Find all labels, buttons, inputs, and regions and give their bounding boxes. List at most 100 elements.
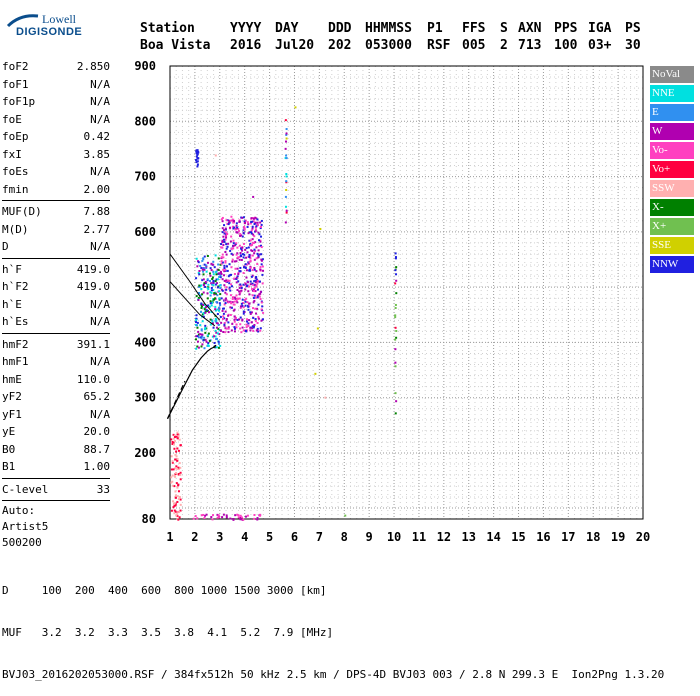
echo-point [394, 361, 397, 364]
echo-point [214, 329, 217, 332]
echo-point [218, 302, 221, 305]
echo-point [251, 307, 254, 310]
echo-point [394, 306, 397, 309]
echo-point [239, 305, 242, 308]
echo-point [170, 509, 173, 512]
param-row: foF1p N/A [2, 93, 110, 111]
echo-point [254, 250, 257, 253]
echo-point [251, 243, 254, 246]
echo-point [222, 315, 225, 318]
echo-point [247, 262, 250, 265]
echo-point [214, 292, 217, 295]
echo-point [248, 319, 251, 322]
echo-point [394, 316, 397, 319]
echo-point [177, 466, 180, 469]
echo-point [176, 447, 179, 450]
param-row: foE N/A [2, 111, 110, 129]
echo-point [221, 261, 224, 264]
echo-point [195, 257, 198, 260]
echo-point [260, 258, 263, 261]
param-key: B0 [2, 442, 16, 456]
echo-point [214, 317, 217, 320]
echo-point [253, 325, 256, 328]
echo-point [251, 294, 254, 297]
echo-point [241, 246, 244, 249]
echo-point [222, 243, 225, 246]
param-separator [2, 500, 110, 501]
echo-point [203, 516, 206, 519]
echo-point [207, 332, 210, 335]
echo-point [235, 231, 238, 234]
echo-point [200, 310, 203, 313]
echo-point [223, 274, 226, 277]
echo-point [256, 321, 259, 324]
echo-point [243, 266, 246, 269]
param-key: B1 [2, 460, 16, 473]
echo-point [200, 345, 203, 348]
echo-point [244, 263, 247, 266]
echo-point [232, 218, 235, 221]
echo-point [207, 311, 210, 314]
echo-point [174, 490, 177, 493]
echo-point [220, 246, 223, 249]
echo-point [258, 233, 261, 236]
echo-point [203, 255, 206, 258]
echo-point [257, 231, 260, 234]
echo-point [235, 326, 238, 329]
echo-point [210, 262, 213, 265]
echo-point [215, 273, 218, 276]
echo-point [256, 327, 259, 330]
echo-point [262, 311, 265, 314]
echo-point [211, 322, 214, 325]
echo-point [207, 342, 210, 345]
echo-point [224, 269, 227, 272]
echo-point [244, 221, 247, 224]
param-key: fxI [2, 147, 22, 161]
echo-point [202, 267, 205, 270]
echo-point [285, 181, 288, 184]
echo-point [222, 256, 225, 259]
echo-point [213, 335, 216, 338]
param-separator [2, 332, 110, 334]
echo-point [232, 242, 235, 245]
param-row: M(D) 2.77 [2, 221, 110, 239]
echo-point [204, 310, 207, 313]
echo-point [210, 304, 213, 307]
echo-point [202, 315, 205, 318]
echo-point [256, 282, 259, 285]
echo-point [240, 302, 243, 305]
echo-point [204, 303, 207, 306]
echo-point [230, 266, 233, 269]
echo-point [251, 220, 254, 223]
param-value: 1.00 [83, 460, 111, 473]
echo-point [249, 280, 252, 283]
echo-point [197, 260, 200, 263]
echo-point [252, 220, 255, 223]
echo-point [249, 254, 252, 257]
echo-point [235, 281, 238, 284]
param-value: 2.00 [83, 182, 111, 196]
echo-point [200, 337, 203, 340]
echo-point [211, 298, 214, 301]
echo-point [192, 517, 195, 520]
echo-point [241, 235, 244, 238]
echo-point [199, 324, 202, 327]
echo-point [209, 294, 212, 297]
echo-point [211, 277, 214, 280]
electron-density-profile [166, 344, 217, 419]
echo-point [223, 321, 226, 324]
echo-point [229, 273, 232, 276]
echo-point [198, 273, 201, 276]
echo-point [206, 297, 209, 300]
echo-point [216, 337, 219, 340]
echo-point [262, 269, 265, 272]
echo-point [212, 279, 215, 282]
echo-point [225, 293, 228, 296]
echo-point [195, 149, 198, 152]
echo-point [197, 292, 200, 295]
echo-point [239, 266, 242, 269]
echo-point [394, 257, 397, 260]
echo-point [250, 275, 253, 278]
echo-point [221, 246, 224, 249]
echo-point [260, 253, 263, 256]
